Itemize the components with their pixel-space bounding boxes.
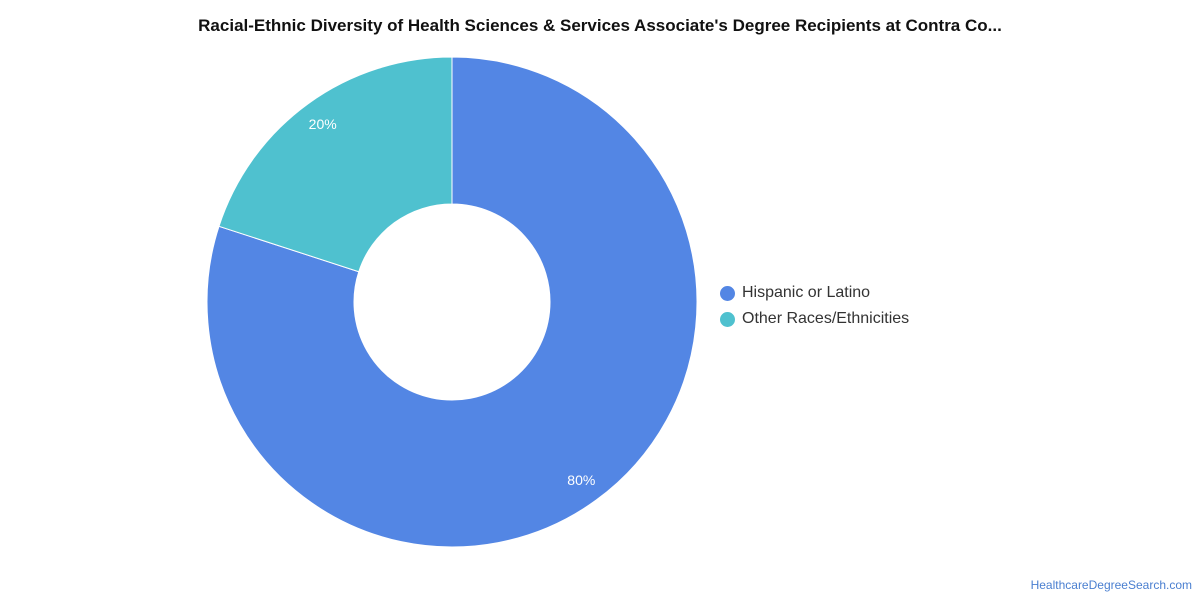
legend-label-other-races-ethnicities: Other Races/Ethnicities [742, 310, 910, 327]
legend-item-hispanic-or-latino[interactable]: Hispanic or Latino [720, 280, 909, 306]
legend: Hispanic or Latino Other Races/Ethniciti… [720, 280, 909, 332]
legend-item-other-races-ethnicities[interactable]: Other Races/Ethnicities [720, 306, 909, 332]
data-label-hispanic-or-latino: 80% [567, 472, 595, 488]
legend-swatch-other-races-ethnicities [720, 311, 735, 327]
donut-slice-hispanic-or-latino[interactable] [206, 56, 698, 548]
legend-label-hispanic-or-latino: Hispanic or Latino [742, 284, 871, 301]
chart-title: Racial-Ethnic Diversity of Health Scienc… [198, 16, 1002, 35]
donut-slice-other-races-ethnicities[interactable] [218, 56, 453, 273]
data-label-other-races-ethnicities: 20% [309, 116, 337, 132]
legend-swatch-hispanic-or-latino [720, 285, 735, 301]
source-credit-link[interactable]: HealthcareDegreeSearch.com [1030, 578, 1192, 592]
